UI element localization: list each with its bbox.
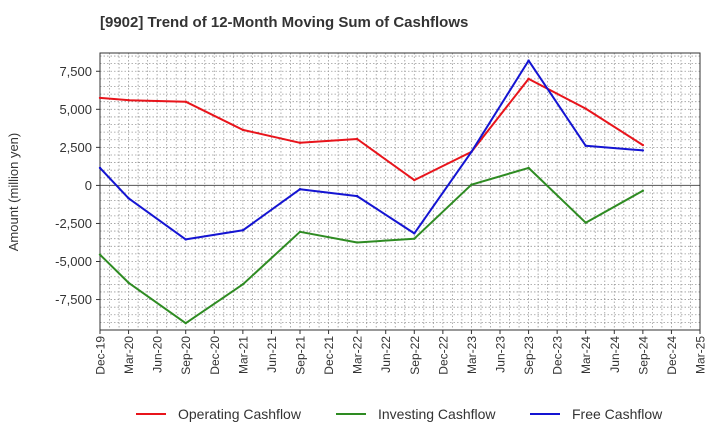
- data-point: [298, 141, 302, 144]
- data-point: [584, 144, 587, 148]
- data-point: [355, 241, 359, 244]
- legend-label-1: Operating Cashflow: [178, 406, 302, 422]
- x-tick-label: Jun-22: [379, 336, 393, 373]
- y-tick-label: 2,500: [59, 140, 92, 155]
- series-layer: [98, 59, 645, 325]
- data-point: [527, 166, 530, 170]
- x-tick-label: Jun-23: [494, 336, 508, 373]
- data-point: [584, 107, 587, 110]
- data-point: [413, 237, 416, 240]
- data-point: [413, 232, 416, 235]
- data-point: [298, 230, 302, 234]
- x-tick-label: Dec-19: [94, 336, 108, 375]
- x-tick-label: Dec-23: [551, 336, 565, 375]
- x-tick-label: Mar-25: [694, 336, 708, 374]
- x-tick-label: Sep-21: [294, 336, 308, 375]
- data-point: [527, 59, 530, 62]
- data-point: [184, 321, 187, 325]
- x-tick-label: Sep-20: [179, 336, 193, 375]
- x-tick-label: Jun-21: [265, 336, 279, 373]
- y-tick-label: -7,500: [55, 292, 92, 307]
- y-axis-label: Amount (million yen): [6, 133, 21, 252]
- x-tick-label: Dec-24: [665, 336, 679, 375]
- x-tick-label: Dec-20: [208, 336, 222, 375]
- data-point: [98, 166, 102, 170]
- y-tick-label: 7,500: [59, 64, 92, 79]
- x-tick-label: Mar-20: [122, 336, 136, 374]
- legend-layer: Operating Cashflow Investing Cashflow Free…: [136, 406, 663, 422]
- data-point: [184, 238, 187, 241]
- data-point: [355, 137, 359, 141]
- data-point: [127, 281, 130, 285]
- x-tick-label: Dec-21: [322, 336, 336, 375]
- grid-layer: [100, 53, 700, 331]
- data-point: [184, 100, 187, 103]
- x-tick-label: Mar-24: [579, 336, 593, 374]
- data-point: [355, 194, 359, 198]
- x-tick-label: Jun-24: [608, 336, 622, 373]
- x-tick-label: Dec-22: [436, 336, 450, 375]
- data-point: [241, 283, 245, 286]
- y-tick-label: -5,000: [55, 254, 92, 269]
- x-tick-label: Sep-23: [522, 336, 536, 375]
- data-point: [584, 221, 587, 224]
- data-point: [413, 178, 416, 182]
- x-tick-label: Sep-22: [408, 336, 422, 375]
- data-point: [298, 188, 302, 191]
- plot-frame: [99, 52, 701, 331]
- x-tick-label: Jun-20: [151, 336, 165, 373]
- data-point: [127, 197, 130, 200]
- chart-title: [9902] Trend of 12-Month Moving Sum of C…: [100, 14, 469, 31]
- data-point: [470, 183, 473, 186]
- data-point: [241, 229, 245, 232]
- data-point: [98, 253, 102, 256]
- data-point: [641, 189, 645, 192]
- x-tick-label: Mar-21: [236, 336, 250, 374]
- x-tick-label: Mar-22: [351, 336, 365, 374]
- legend-label-2: Investing Cashflow: [378, 406, 496, 422]
- data-point: [470, 150, 473, 154]
- data-point: [641, 143, 645, 147]
- data-point: [641, 149, 645, 152]
- y-tick-label: 5,000: [59, 102, 92, 117]
- data-point: [527, 77, 530, 81]
- data-point: [241, 128, 245, 132]
- y-tick-label: -2,500: [55, 216, 92, 231]
- axis-layer: 7,500 5,000 2,500 0 -2,500 -5,000 -7,500 Dec-19…: [55, 52, 708, 375]
- data-point: [98, 96, 102, 100]
- x-tick-label: Mar-23: [465, 336, 479, 374]
- x-tick-label: Sep-24: [636, 336, 650, 375]
- legend-label-3: Free Cashflow: [572, 406, 663, 422]
- data-point: [127, 98, 130, 102]
- y-tick-label: 0: [85, 178, 92, 193]
